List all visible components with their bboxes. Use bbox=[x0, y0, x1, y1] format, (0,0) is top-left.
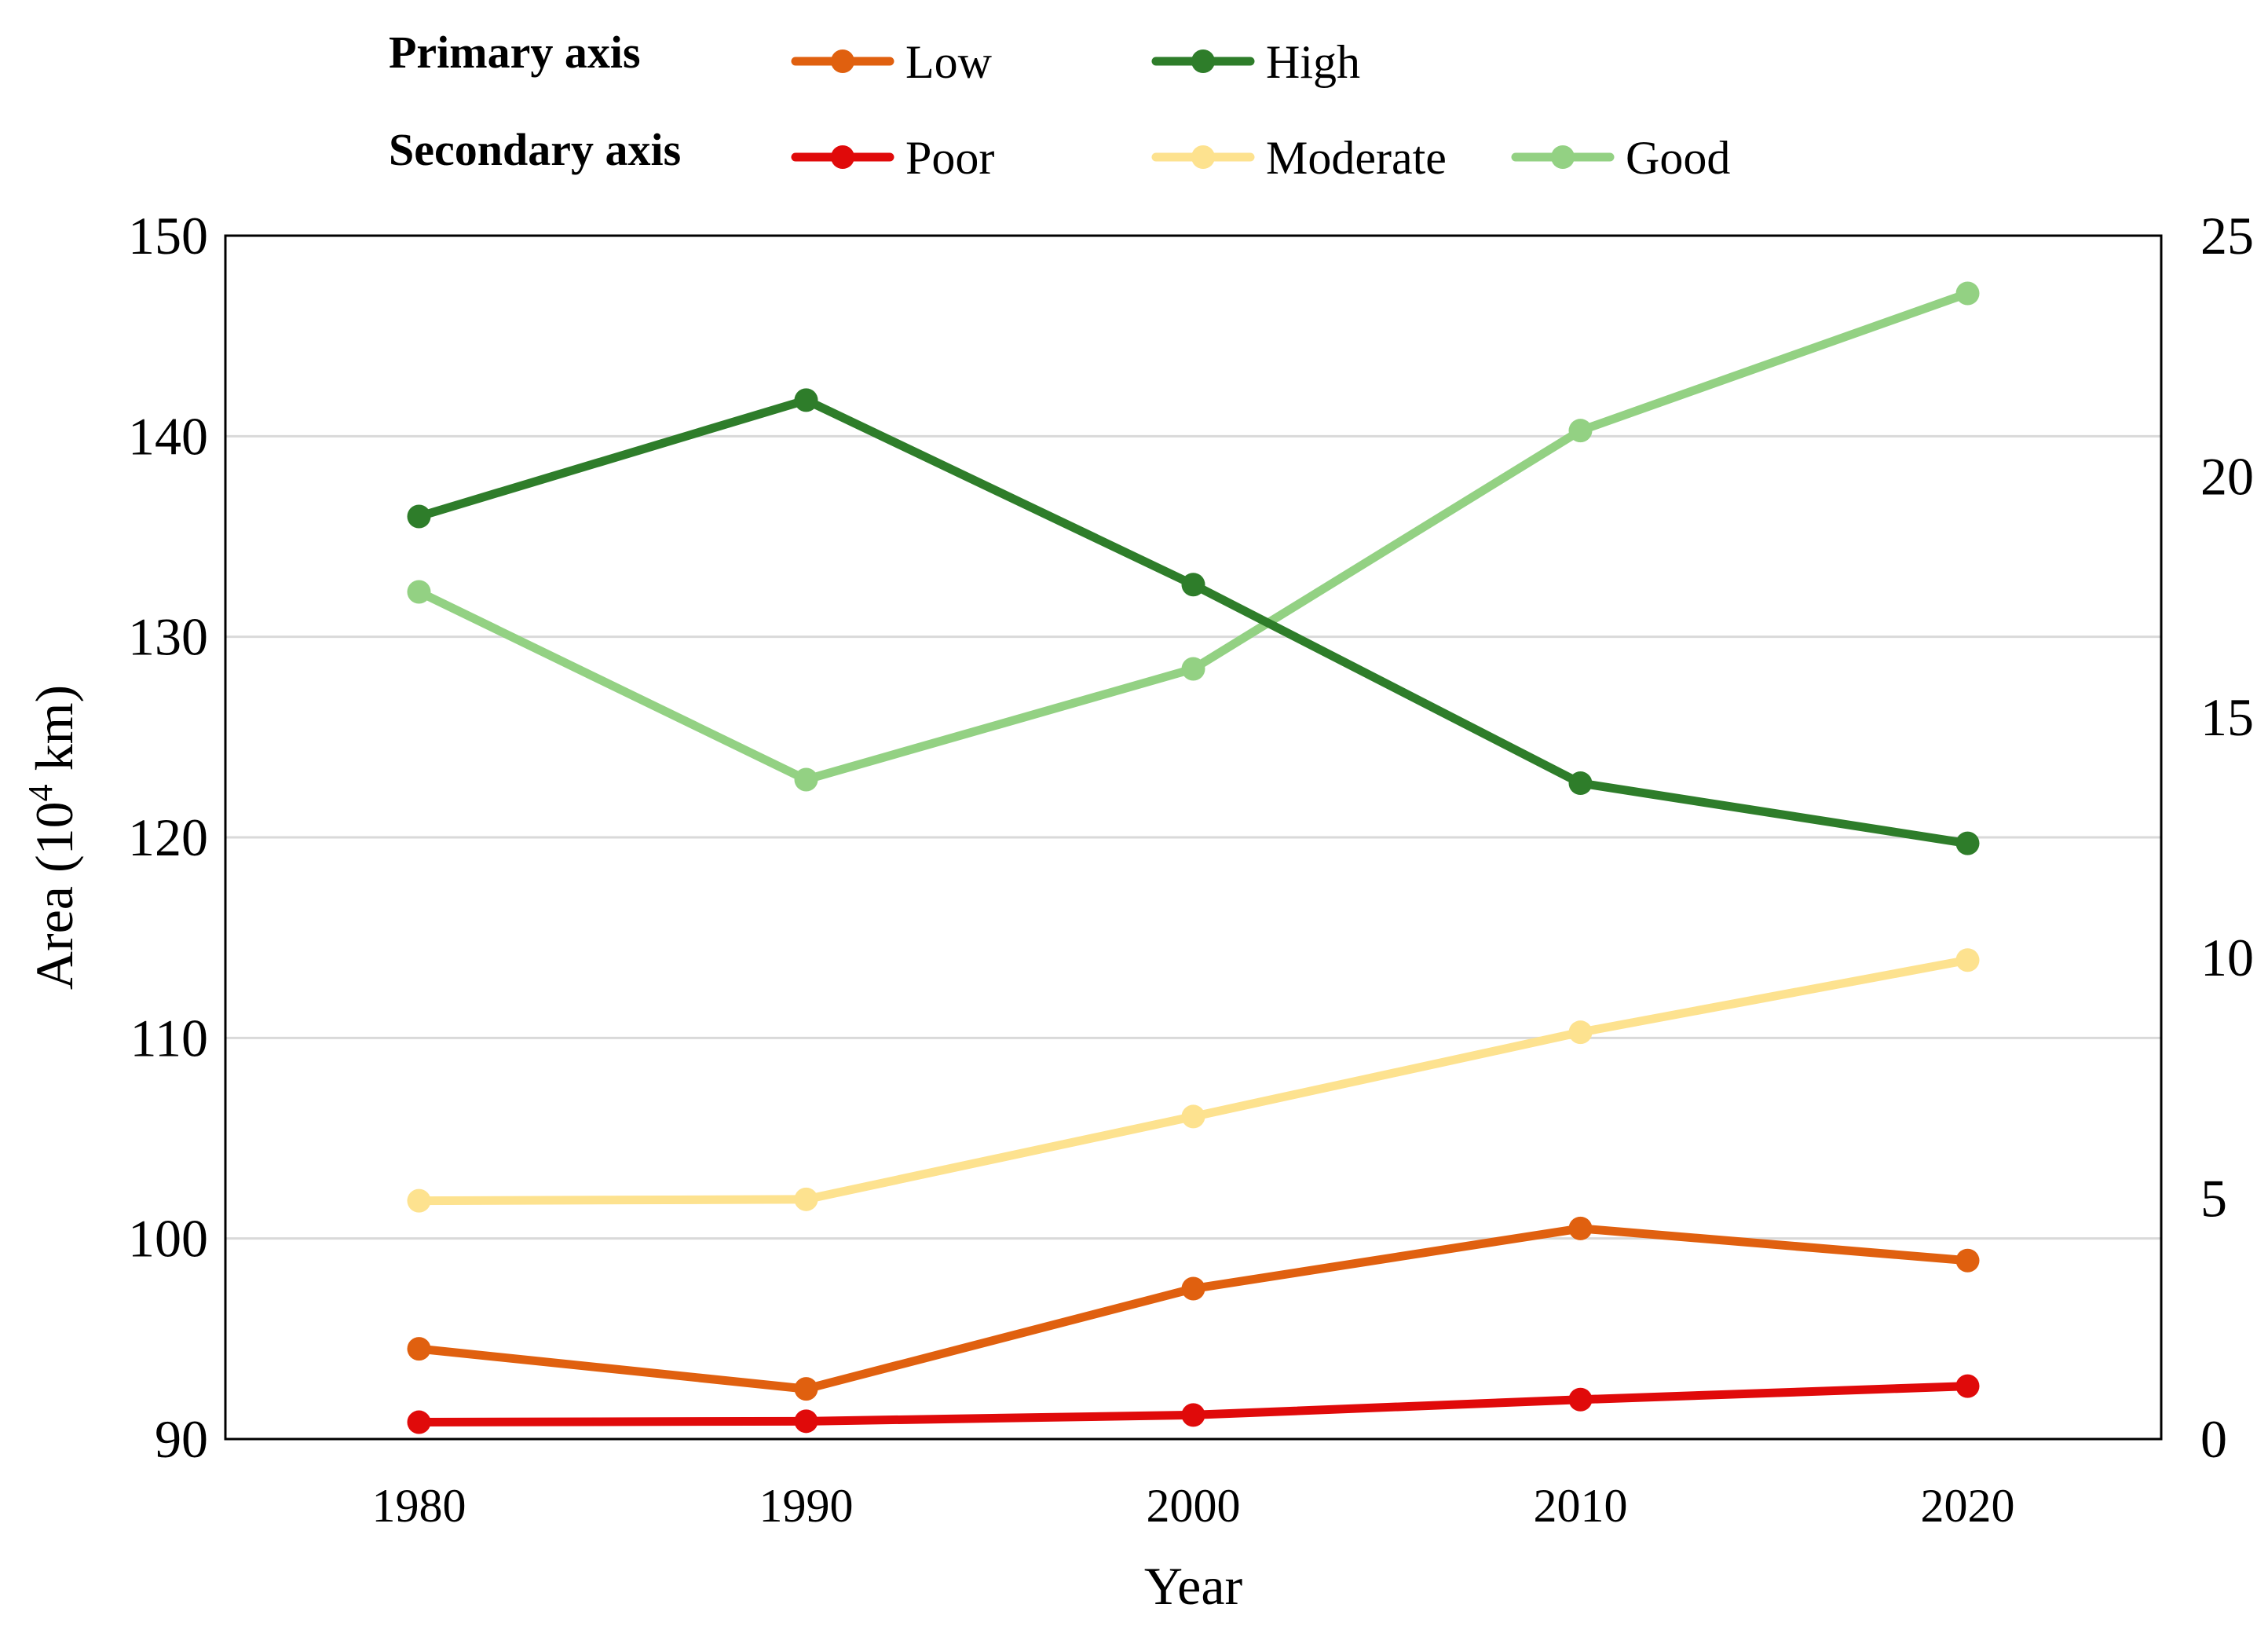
data-point-low bbox=[794, 1377, 818, 1401]
data-point-low bbox=[1568, 1216, 1593, 1240]
data-point-poor bbox=[1181, 1403, 1205, 1427]
legend-label-high: High bbox=[1266, 36, 1360, 88]
legend-item-moderate: Moderate bbox=[1151, 132, 1447, 184]
secondary-y-tick-label: 5 bbox=[2200, 1169, 2227, 1229]
primary-y-tick-label: 90 bbox=[155, 1409, 208, 1469]
legend-label-moderate: Moderate bbox=[1266, 132, 1447, 184]
series-low bbox=[407, 1216, 1980, 1401]
primary-y-tick-label: 120 bbox=[128, 808, 208, 867]
legend-swatch-marker bbox=[1551, 145, 1575, 169]
data-point-low bbox=[407, 1337, 431, 1361]
data-point-good bbox=[407, 580, 431, 604]
data-point-good bbox=[794, 767, 818, 792]
data-point-poor bbox=[407, 1410, 431, 1434]
data-point-poor bbox=[1568, 1387, 1593, 1412]
secondary-y-tick-label: 25 bbox=[2200, 206, 2254, 266]
x-tick-label: 2020 bbox=[1921, 1480, 2015, 1532]
x-tick-label: 1990 bbox=[759, 1480, 854, 1532]
data-point-high bbox=[1568, 771, 1593, 796]
legend-primary-axis-heading: Primary axis bbox=[389, 27, 641, 78]
legend-item-low: Low bbox=[791, 36, 993, 88]
data-point-poor bbox=[1955, 1374, 1980, 1398]
series-moderate bbox=[407, 948, 1980, 1213]
data-point-moderate bbox=[794, 1187, 818, 1211]
legend-label-good: Good bbox=[1626, 132, 1730, 184]
series-poor bbox=[407, 1374, 1980, 1434]
secondary-y-tick-label: 20 bbox=[2200, 446, 2254, 506]
x-tick-label: 1980 bbox=[372, 1480, 466, 1532]
data-point-good bbox=[1955, 281, 1980, 306]
secondary-y-axis: 0 5 10 15 20 25 bbox=[2200, 206, 2254, 1469]
data-point-moderate bbox=[1568, 1020, 1593, 1045]
y-axis-title-main: Area (10 bbox=[24, 801, 84, 990]
x-axis-title: Year bbox=[1144, 1556, 1243, 1616]
primary-y-tick-label: 140 bbox=[128, 406, 208, 466]
y-axis-title: Area (104 km) bbox=[21, 685, 84, 990]
data-point-high bbox=[407, 504, 431, 529]
data-point-good bbox=[1568, 419, 1593, 443]
legend-label-low: Low bbox=[905, 36, 993, 88]
x-tick-label: 2000 bbox=[1147, 1480, 1241, 1532]
primary-y-tick-label: 100 bbox=[128, 1209, 208, 1269]
y-axis-title-superscript: 4 bbox=[21, 784, 60, 801]
legend-swatch-marker bbox=[831, 145, 854, 169]
legend-label-poor: Poor bbox=[905, 132, 994, 184]
legend-secondary-axis-heading: Secondary axis bbox=[389, 124, 681, 175]
data-point-high bbox=[1181, 573, 1205, 597]
legend: Primary axis Secondary axis Low High Poor M… bbox=[389, 27, 1730, 184]
primary-y-axis: 90 100 110 120 130 140 150 bbox=[128, 206, 208, 1469]
legend-item-poor: Poor bbox=[791, 132, 994, 184]
legend-item-high: High bbox=[1151, 36, 1360, 88]
legend-swatch-marker bbox=[831, 49, 854, 73]
data-point-low bbox=[1181, 1276, 1205, 1301]
series-good bbox=[407, 281, 1980, 792]
primary-y-tick-label: 150 bbox=[128, 206, 208, 266]
data-point-good bbox=[1181, 657, 1205, 681]
data-point-high bbox=[1955, 831, 1980, 855]
data-point-low bbox=[1955, 1248, 1980, 1273]
plot-area-frame bbox=[224, 234, 2163, 1441]
data-point-moderate bbox=[407, 1188, 431, 1213]
legend-swatch-marker bbox=[1191, 145, 1215, 169]
legend-item-good: Good bbox=[1511, 132, 1730, 184]
data-point-high bbox=[794, 388, 818, 412]
gridlines bbox=[225, 434, 2161, 1240]
data-point-moderate bbox=[1181, 1104, 1205, 1129]
series-high bbox=[407, 388, 1980, 855]
x-axis: 1980 1990 2000 2010 2020 bbox=[372, 1480, 2015, 1532]
primary-y-tick-label: 110 bbox=[130, 1008, 208, 1068]
secondary-y-tick-label: 15 bbox=[2200, 687, 2254, 747]
data-point-poor bbox=[794, 1409, 818, 1434]
primary-y-tick-label: 130 bbox=[128, 607, 208, 667]
y-axis-title-unit: km) bbox=[24, 685, 84, 785]
secondary-y-tick-label: 10 bbox=[2200, 928, 2254, 987]
data-point-moderate bbox=[1955, 948, 1980, 972]
series-lines bbox=[407, 281, 1980, 1434]
secondary-y-tick-label: 0 bbox=[2200, 1409, 2227, 1469]
legend-swatch-marker bbox=[1191, 49, 1215, 73]
x-tick-label: 2010 bbox=[1534, 1480, 1628, 1532]
